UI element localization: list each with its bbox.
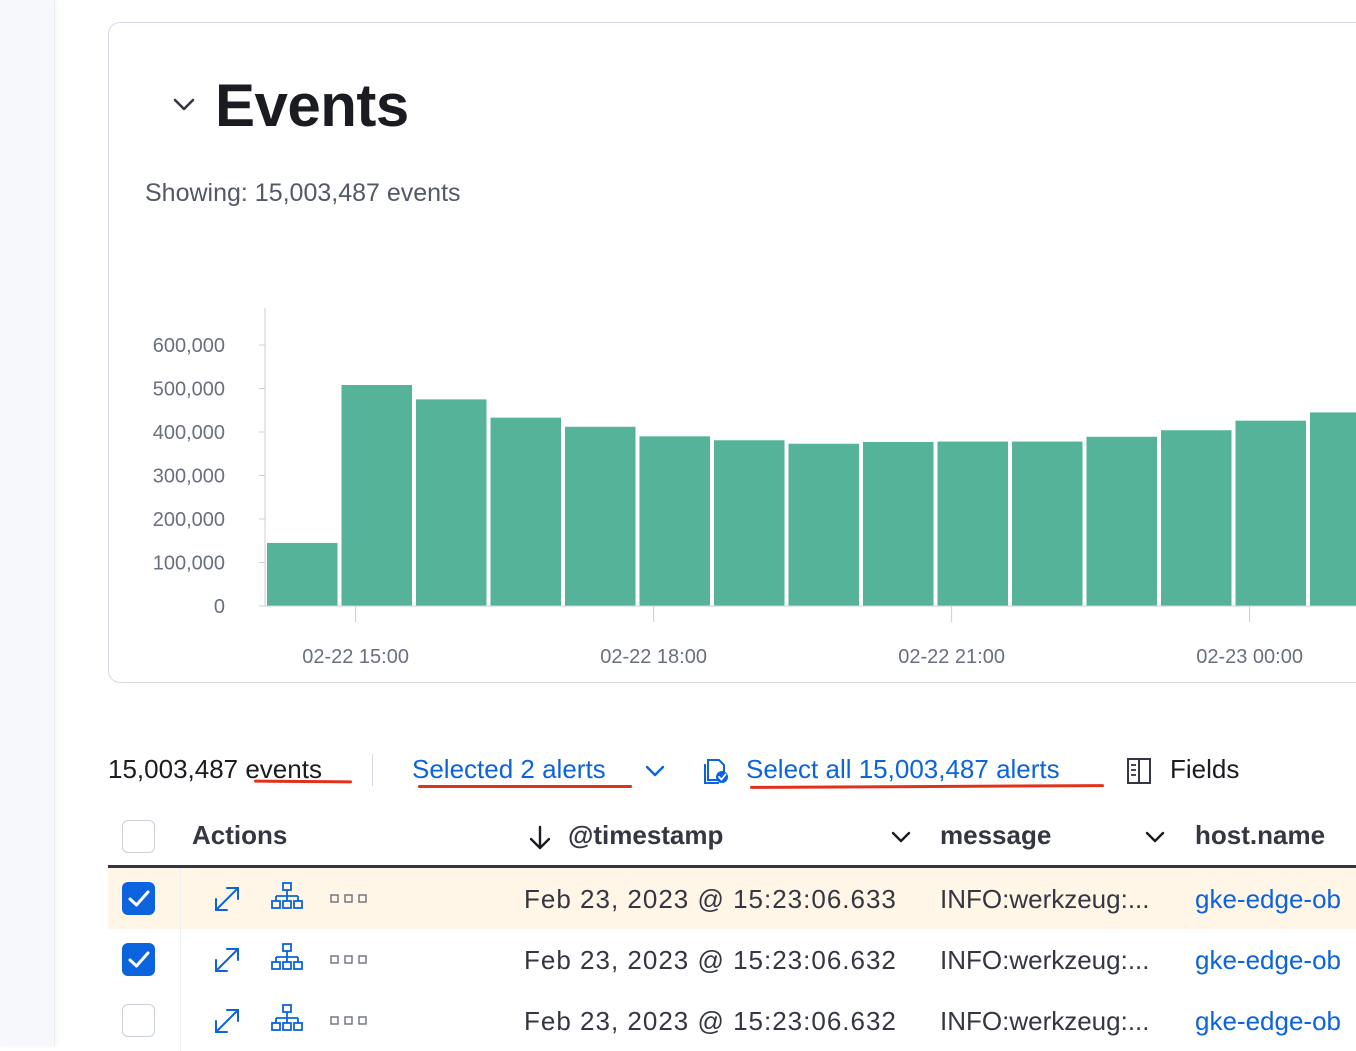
select-all-checkbox[interactable] bbox=[122, 820, 155, 853]
histogram-bar[interactable] bbox=[416, 399, 487, 606]
x-tick-label: 02-23 00:00 bbox=[1196, 646, 1303, 668]
histogram-bar[interactable] bbox=[639, 436, 711, 606]
left-nav-rail bbox=[0, 0, 55, 1046]
column-divider bbox=[180, 990, 181, 1051]
events-histogram: 600,000 500,000 400,000 300,000 200,000 100,0… bbox=[153, 308, 1356, 668]
panel-title: Events bbox=[215, 72, 409, 139]
toolbar-divider bbox=[372, 754, 373, 786]
cell-message: INFO:werkzeug:... bbox=[940, 1006, 1150, 1036]
check-icon bbox=[128, 890, 150, 907]
cell-host-name[interactable]: gke-edge-ob bbox=[1195, 1006, 1341, 1036]
table-row: Feb 23, 2023 @ 15:23:06.633 INFO:werkzeu… bbox=[108, 868, 1356, 929]
histogram-bar[interactable] bbox=[714, 440, 785, 606]
annotation-underline bbox=[418, 785, 632, 788]
select-all-icon[interactable] bbox=[702, 756, 730, 784]
column-header-host[interactable]: host.name bbox=[1195, 820, 1326, 850]
histogram-bar[interactable] bbox=[1012, 441, 1083, 606]
y-tick-label: 0 bbox=[214, 596, 225, 618]
row-checkbox[interactable] bbox=[122, 943, 155, 976]
analyze-event-icon[interactable] bbox=[270, 1003, 304, 1037]
y-tick-label: 100,000 bbox=[153, 553, 225, 575]
chevron-down-icon[interactable] bbox=[888, 824, 914, 850]
histogram-bar[interactable] bbox=[863, 442, 934, 606]
x-tick-label: 02-22 18:00 bbox=[600, 646, 707, 668]
y-tick-label: 400,000 bbox=[153, 422, 225, 444]
events-count: 15,003,487 events bbox=[108, 754, 322, 784]
cell-timestamp: Feb 23, 2023 @ 15:23:06.633 bbox=[524, 884, 897, 914]
chevron-down-icon[interactable] bbox=[1142, 824, 1168, 850]
grid-body: Feb 23, 2023 @ 15:23:06.633 INFO:werkzeu… bbox=[108, 868, 1356, 1051]
chevron-down-icon[interactable] bbox=[642, 758, 668, 784]
expand-icon[interactable] bbox=[210, 943, 244, 977]
cell-host-name[interactable]: gke-edge-ob bbox=[1195, 945, 1341, 975]
histogram-bar[interactable] bbox=[788, 443, 860, 606]
fields-icon[interactable] bbox=[1124, 756, 1154, 786]
select-all-alerts-button[interactable]: Select all 15,003,487 alerts bbox=[746, 754, 1060, 784]
row-checkbox[interactable] bbox=[122, 882, 155, 915]
cell-timestamp: Feb 23, 2023 @ 15:23:06.632 bbox=[524, 945, 897, 975]
events-panel: Events Showing: 15,003,487 events 600,00… bbox=[108, 22, 1356, 683]
expand-icon[interactable] bbox=[210, 882, 244, 916]
cell-message: INFO:werkzeug:... bbox=[940, 945, 1150, 975]
column-divider bbox=[180, 868, 181, 929]
histogram-bar[interactable] bbox=[490, 417, 562, 606]
table-row: Feb 23, 2023 @ 15:23:06.632 INFO:werkzeu… bbox=[108, 929, 1356, 990]
y-tick-label: 200,000 bbox=[153, 509, 225, 531]
grid-toolbar: 15,003,487 events Selected 2 alerts Sele… bbox=[108, 750, 1356, 790]
events-count-summary: Showing: 15,003,487 events bbox=[145, 179, 461, 207]
histogram-bar[interactable] bbox=[937, 441, 1009, 606]
cell-message: INFO:werkzeug:... bbox=[940, 884, 1150, 914]
chevron-down-icon[interactable] bbox=[167, 87, 201, 121]
analyze-event-icon[interactable] bbox=[270, 942, 304, 976]
histogram-bar[interactable] bbox=[1310, 412, 1356, 606]
column-header-message[interactable]: message bbox=[940, 820, 1052, 850]
histogram-bar[interactable] bbox=[565, 426, 636, 606]
histogram-bar[interactable] bbox=[1235, 420, 1307, 606]
grid-header: Actions @timestamp message host.name bbox=[108, 806, 1356, 868]
x-tick-label: 02-22 15:00 bbox=[302, 646, 409, 668]
y-tick-label: 500,000 bbox=[153, 379, 225, 401]
y-tick-label: 600,000 bbox=[153, 335, 225, 357]
column-header-actions: Actions bbox=[192, 820, 288, 850]
y-tick-label: 300,000 bbox=[153, 466, 225, 488]
expand-icon[interactable] bbox=[210, 1004, 244, 1038]
annotation-underline bbox=[749, 784, 1105, 789]
column-divider bbox=[180, 929, 181, 990]
column-header-timestamp[interactable]: @timestamp bbox=[568, 820, 724, 850]
events-data-grid: Actions @timestamp message host.name bbox=[108, 806, 1356, 1051]
sort-descending-icon[interactable] bbox=[526, 824, 554, 852]
row-checkbox[interactable] bbox=[122, 1004, 155, 1037]
histogram-bar[interactable] bbox=[267, 542, 338, 606]
histogram-bar[interactable] bbox=[1086, 436, 1158, 606]
check-icon bbox=[128, 951, 150, 968]
analyze-event-icon[interactable] bbox=[270, 881, 304, 915]
cell-timestamp: Feb 23, 2023 @ 15:23:06.632 bbox=[524, 1006, 897, 1036]
table-row: Feb 23, 2023 @ 15:23:06.632 INFO:werkzeu… bbox=[108, 990, 1356, 1051]
x-tick-label: 02-22 21:00 bbox=[898, 646, 1005, 668]
more-actions-icon[interactable] bbox=[330, 953, 368, 967]
fields-button[interactable]: Fields bbox=[1170, 754, 1240, 784]
histogram-bar[interactable] bbox=[341, 385, 413, 606]
more-actions-icon[interactable] bbox=[330, 1014, 368, 1028]
cell-host-name[interactable]: gke-edge-ob bbox=[1195, 884, 1341, 914]
selected-alerts-button[interactable]: Selected 2 alerts bbox=[412, 754, 606, 784]
histogram-bar[interactable] bbox=[1161, 430, 1232, 606]
more-actions-icon[interactable] bbox=[330, 892, 368, 906]
